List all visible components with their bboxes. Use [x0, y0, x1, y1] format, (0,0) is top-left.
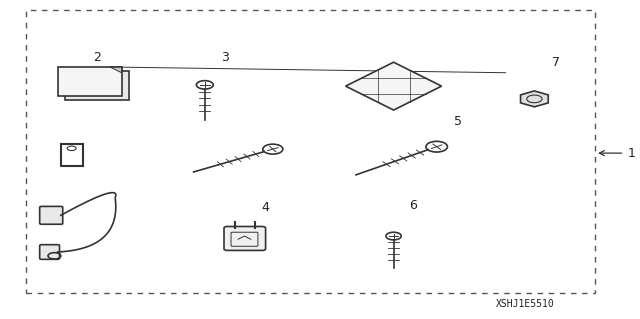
FancyBboxPatch shape: [40, 245, 60, 259]
FancyBboxPatch shape: [58, 67, 122, 96]
Text: 7: 7: [552, 56, 559, 69]
Text: XSHJ1E5510: XSHJ1E5510: [495, 300, 554, 309]
Text: 4: 4: [261, 201, 269, 214]
Polygon shape: [346, 62, 442, 110]
Text: 2: 2: [93, 51, 100, 64]
FancyBboxPatch shape: [40, 206, 63, 224]
Text: 3: 3: [221, 51, 228, 64]
Text: 5: 5: [454, 115, 462, 128]
Polygon shape: [110, 67, 122, 73]
FancyBboxPatch shape: [65, 71, 129, 100]
Text: 1: 1: [600, 147, 635, 160]
Polygon shape: [520, 91, 548, 107]
FancyBboxPatch shape: [224, 226, 266, 250]
Text: 6: 6: [410, 199, 417, 212]
